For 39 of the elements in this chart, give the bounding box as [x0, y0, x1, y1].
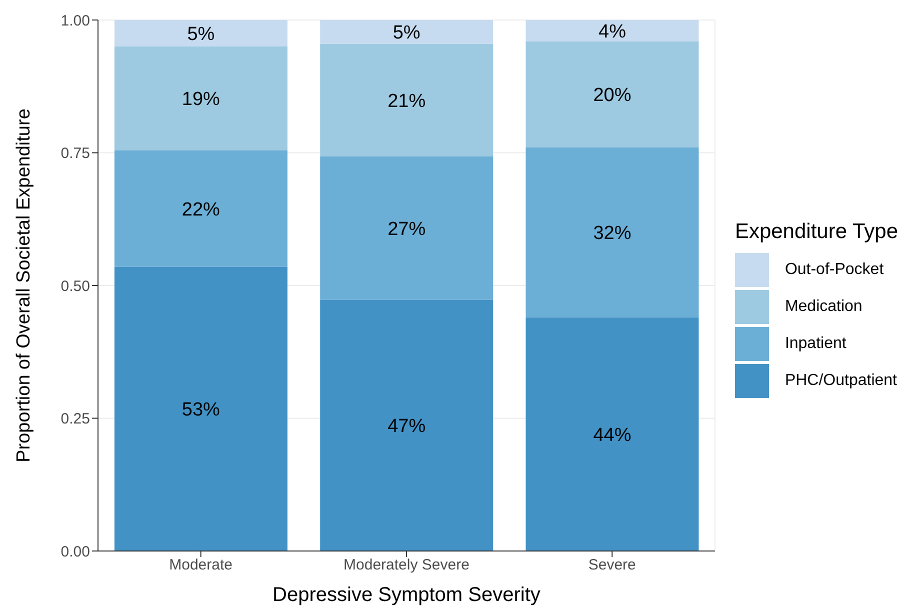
- y-tick-label: 0.75: [60, 145, 90, 162]
- bar: [114, 266, 288, 551]
- legend-label: PHC/Outpatient: [784, 372, 897, 390]
- data-label: 47%: [388, 416, 426, 438]
- bar: [320, 300, 494, 551]
- x-axis-title: Depressive Symptom Severity: [272, 584, 540, 606]
- data-label: 44%: [593, 424, 632, 446]
- data-label: 20%: [593, 85, 632, 106]
- y-tick-label: 0.50: [60, 278, 90, 295]
- legend-label: Medication: [784, 298, 862, 316]
- data-label: 5%: [392, 22, 420, 44]
- bar: [320, 156, 494, 300]
- bar: [320, 20, 494, 44]
- bar: [526, 20, 699, 42]
- y-tick-label: 0.25: [60, 410, 90, 428]
- data-label: 53%: [182, 400, 220, 421]
- bar: [114, 20, 288, 47]
- bar: [526, 317, 699, 551]
- x-tick-label: Severe: [588, 556, 636, 574]
- x-tick-label: Moderate: [169, 556, 233, 574]
- bar: [526, 41, 699, 148]
- bar: [320, 44, 494, 156]
- data-label: 21%: [388, 90, 426, 112]
- data-label: 19%: [182, 89, 220, 110]
- legend-label: Out-of-Pocket: [784, 261, 884, 279]
- legend-label: Inpatient: [784, 335, 846, 353]
- data-label: 27%: [388, 218, 426, 240]
- bar: [114, 46, 288, 150]
- bar: [114, 150, 288, 267]
- data-label: 32%: [593, 223, 632, 244]
- y-tick-label: 0.00: [60, 543, 90, 560]
- bar: [526, 147, 699, 318]
- legend-title: Expenditure Type: [734, 220, 898, 244]
- data-label: 5%: [187, 24, 215, 46]
- data-label: 4%: [598, 21, 626, 42]
- y-tick-label: 1.00: [60, 12, 90, 30]
- data-label: 22%: [182, 199, 220, 220]
- x-tick-label: Moderately Severe: [344, 556, 470, 574]
- y-axis-title: Proportion of Overall Societal Expenditure: [14, 108, 35, 462]
